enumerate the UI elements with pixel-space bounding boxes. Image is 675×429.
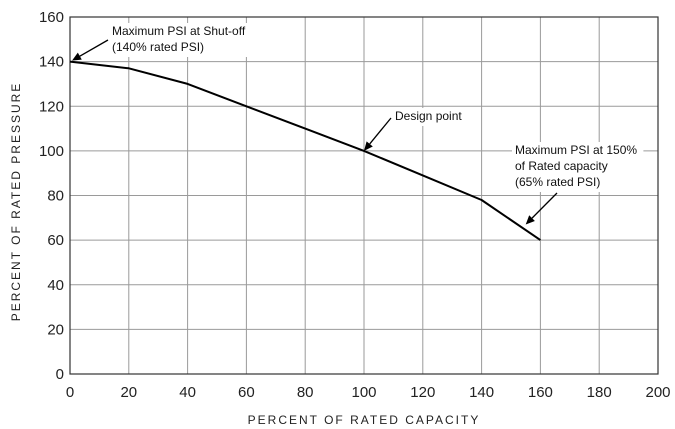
y-tick-label: 160 bbox=[39, 9, 64, 26]
x-axis-label: PERCENT OF RATED CAPACITY bbox=[248, 413, 481, 427]
x-tick-label: 200 bbox=[645, 384, 670, 401]
x-tick-label: 40 bbox=[179, 384, 196, 401]
x-axis-ticks: 0 20 40 60 80 100 120 140 160 180 200 bbox=[66, 384, 671, 401]
y-axis-label: PERCENT OF RATED PRESSURE bbox=[9, 82, 23, 322]
x-tick-label: 160 bbox=[528, 384, 553, 401]
y-tick-label: 60 bbox=[47, 232, 64, 249]
annotation-text: Maximum PSI at Shut-off bbox=[112, 24, 246, 38]
grid bbox=[69, 16, 659, 375]
y-tick-label: 0 bbox=[56, 366, 64, 383]
annotation-text: (65% rated PSI) bbox=[515, 175, 600, 189]
annotation-arrow-design bbox=[364, 117, 392, 151]
annotation-text: of Rated capacity bbox=[515, 159, 608, 173]
annotations: Maximum PSI at Shut-off (140% rated PSI) D… bbox=[72, 23, 644, 225]
y-tick-label: 80 bbox=[47, 188, 64, 205]
x-tick-label: 120 bbox=[410, 384, 435, 401]
annotation-text: (140% rated PSI) bbox=[112, 40, 204, 54]
annotation-arrow-max150 bbox=[525, 192, 558, 225]
plot-frame bbox=[69, 16, 659, 375]
annotation-max150: Maximum PSI at 150% of Rated capacity (65%… bbox=[512, 142, 644, 192]
y-axis-ticks: 0 20 40 60 80 100 120 140 160 bbox=[39, 9, 64, 383]
annotation-arrow-shutoff bbox=[72, 39, 109, 61]
annotation-design: Design point bbox=[392, 108, 478, 126]
y-tick-label: 20 bbox=[47, 321, 64, 338]
annotation-text: Design point bbox=[395, 109, 462, 123]
y-tick-label: 120 bbox=[39, 98, 64, 115]
y-tick-label: 100 bbox=[39, 143, 64, 160]
x-tick-label: 60 bbox=[238, 384, 255, 401]
x-tick-label: 20 bbox=[120, 384, 137, 401]
annotation-shutoff: Maximum PSI at Shut-off (140% rated PSI) bbox=[109, 23, 267, 57]
y-tick-label: 40 bbox=[47, 277, 64, 294]
x-tick-label: 180 bbox=[587, 384, 612, 401]
x-tick-label: 80 bbox=[297, 384, 314, 401]
y-tick-label: 140 bbox=[39, 54, 64, 71]
annotation-text: Maximum PSI at 150% bbox=[515, 143, 637, 157]
series-line-0 bbox=[69, 60, 541, 241]
x-tick-label: 140 bbox=[469, 384, 494, 401]
series bbox=[69, 60, 541, 241]
x-tick-label: 100 bbox=[351, 384, 376, 401]
x-tick-label: 0 bbox=[66, 384, 74, 401]
